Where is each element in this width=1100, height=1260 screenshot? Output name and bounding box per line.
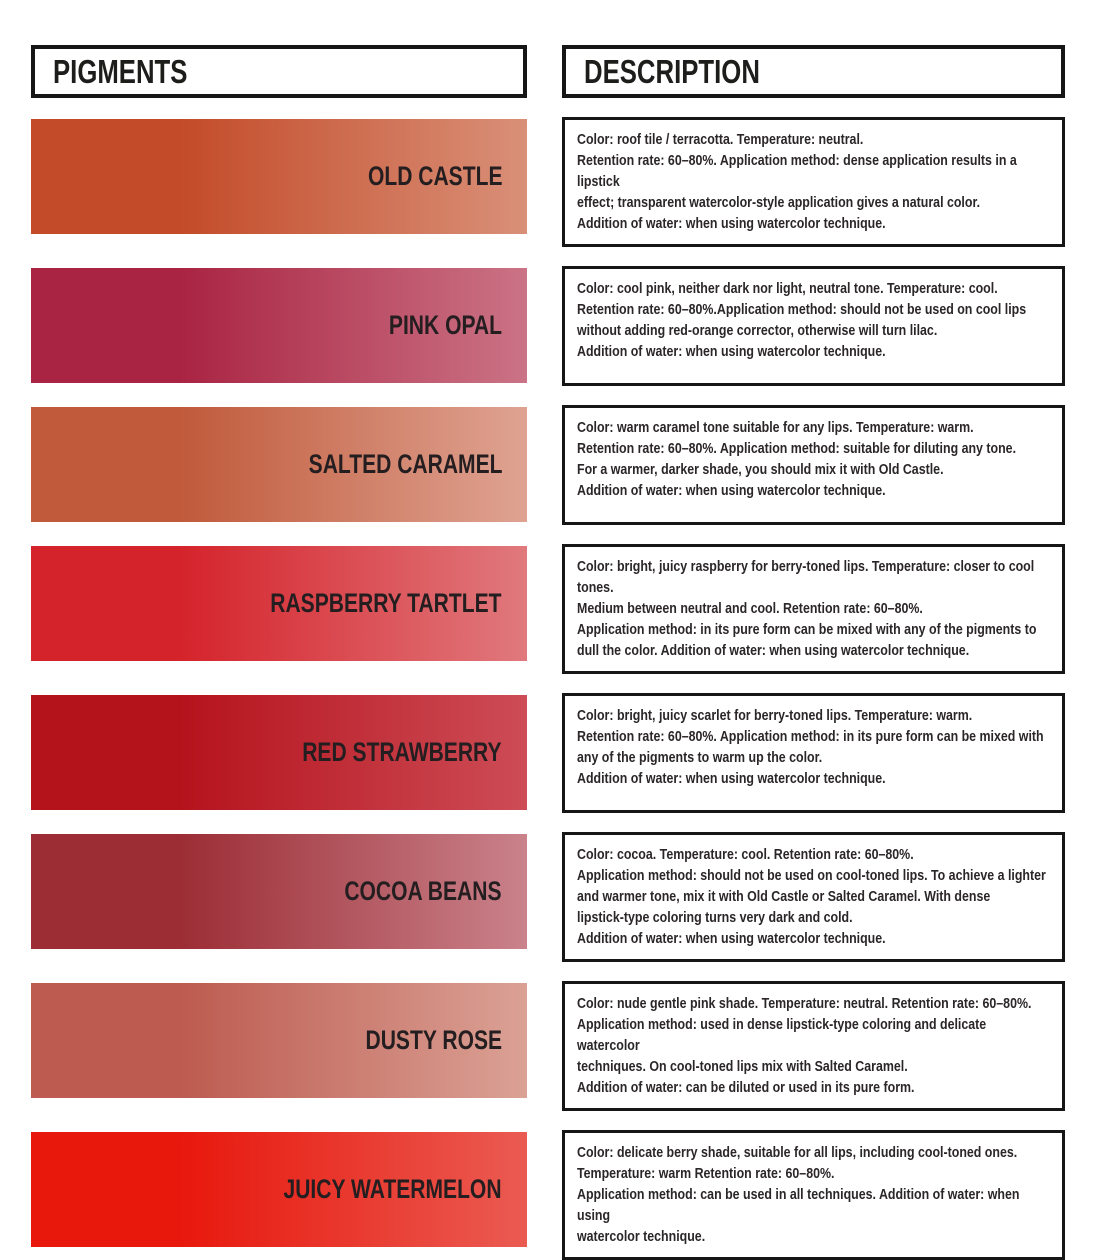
pigment-row-pink-opal: PINK OPAL Color: cool pink, neither dark…: [31, 266, 1100, 387]
description-box: Color: bright, juicy scarlet for berry-t…: [562, 693, 1065, 814]
pigment-swatch: DUSTY ROSE: [31, 983, 527, 1099]
pigment-swatch: JUICY WATERMELON: [31, 1132, 527, 1248]
description-text: Color: cocoa. Temperature: cool. Retenti…: [577, 847, 1046, 948]
pigment-row-salted-caramel: SALTED CARAMEL Color: warm caramel tone …: [31, 405, 1100, 526]
pigment-swatch: SALTED CARAMEL: [31, 407, 527, 523]
description-header-label: DESCRIPTION: [584, 52, 760, 90]
description-box: Color: cool pink, neither dark nor light…: [562, 266, 1065, 387]
description-text: Color: bright, juicy raspberry for berry…: [577, 559, 1037, 660]
description-text: Color: delicate berry shade, suitable fo…: [577, 1145, 1020, 1246]
pigment-swatch: RED STRAWBERRY: [31, 695, 527, 811]
pigment-row-dusty-rose: DUSTY ROSE Color: nude gentle pink shade…: [31, 981, 1100, 1112]
pigment-row-raspberry-tartlet: RASPBERRY TARTLET Color: bright, juicy r…: [31, 544, 1100, 675]
pigment-swatch: COCOA BEANS: [31, 834, 527, 950]
pigment-row-red-strawberry: RED STRAWBERRY Color: bright, juicy scar…: [31, 693, 1100, 814]
pigment-row-old-castle: OLD CASTLE Color: roof tile / terracotta…: [31, 117, 1100, 248]
pigment-swatch: RASPBERRY TARTLET: [31, 546, 527, 662]
pigment-name: RED STRAWBERRY: [302, 737, 502, 768]
pigments-header-label: PIGMENTS: [53, 52, 188, 90]
pigment-row-juicy-watermelon: JUICY WATERMELON Color: delicate berry s…: [31, 1130, 1100, 1260]
description-box: Color: nude gentle pink shade. Temperatu…: [562, 981, 1065, 1112]
description-text: Color: nude gentle pink shade. Temperatu…: [577, 996, 1032, 1097]
description-box: Color: roof tile / terracotta. Temperatu…: [562, 117, 1065, 248]
description-text: Color: bright, juicy scarlet for berry-t…: [577, 708, 1044, 788]
header-row: PIGMENTS DESCRIPTION: [31, 45, 1100, 98]
description-text: Color: roof tile / terracotta. Temperatu…: [577, 132, 1017, 233]
pigment-name: JUICY WATERMELON: [283, 1174, 502, 1205]
pigment-name: PINK OPAL: [388, 310, 502, 341]
pigment-swatch: PINK OPAL: [31, 268, 527, 384]
pigment-name: DUSTY ROSE: [365, 1025, 502, 1056]
description-box: Color: bright, juicy raspberry for berry…: [562, 544, 1065, 675]
pigments-header-box: PIGMENTS: [31, 45, 527, 98]
description-box: Color: cocoa. Temperature: cool. Retenti…: [562, 832, 1065, 963]
description-text: Color: cool pink, neither dark nor light…: [577, 281, 1027, 361]
pigment-name: COCOA BEANS: [344, 876, 502, 907]
pigment-name: OLD CASTLE: [367, 161, 502, 191]
description-box: Color: delicate berry shade, suitable fo…: [562, 1130, 1065, 1260]
description-box: Color: warm caramel tone suitable for an…: [562, 405, 1065, 526]
pigment-name: RASPBERRY TARTLET: [270, 588, 502, 619]
description-text: Color: warm caramel tone suitable for an…: [577, 420, 1017, 500]
pigment-row-cocoa-beans: COCOA BEANS Color: cocoa. Temperature: c…: [31, 832, 1100, 963]
pigment-swatch: OLD CASTLE: [31, 119, 527, 234]
pigment-name: SALTED CARAMEL: [308, 449, 502, 480]
description-header-box: DESCRIPTION: [562, 45, 1065, 98]
